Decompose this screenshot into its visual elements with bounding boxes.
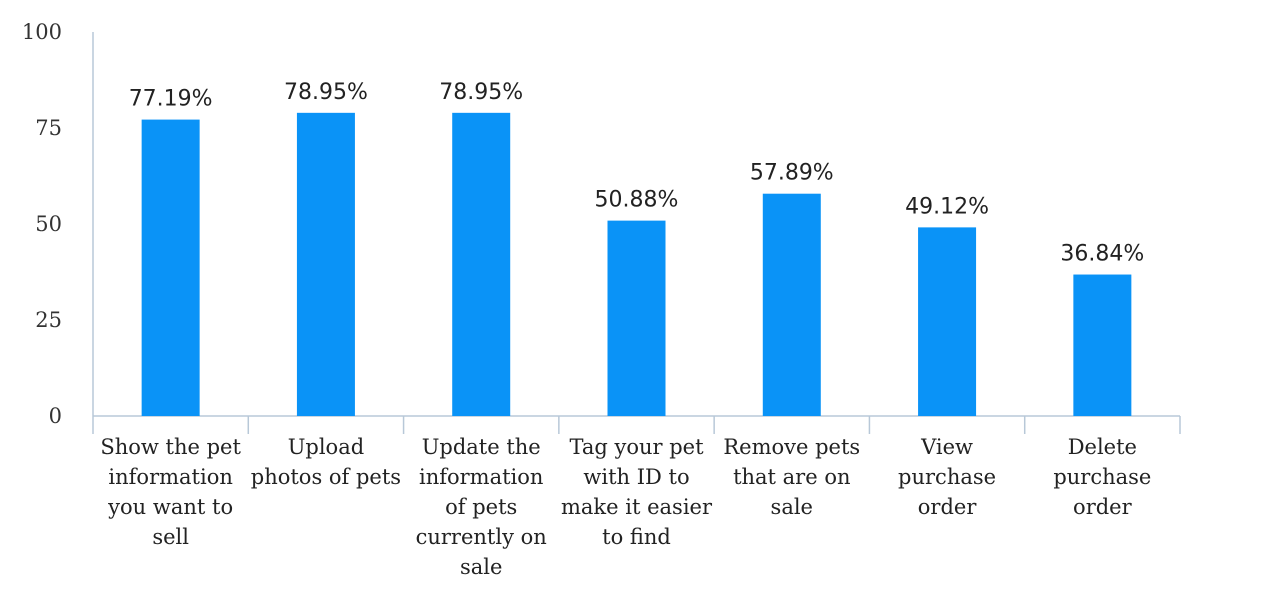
data-label: 78.95%	[439, 80, 523, 105]
category-label-line: Show the pet	[100, 435, 241, 459]
category-labels-group: Show the pet information you want to sell Up…	[100, 435, 1151, 579]
category-label-line: sell	[152, 525, 189, 549]
data-label: 77.19%	[129, 87, 213, 112]
bars-group	[141, 112, 1132, 417]
category-label-line: purchase	[898, 465, 996, 489]
category-label-line: photos of pets	[251, 465, 401, 489]
bar	[762, 193, 821, 416]
category-label-line: Delete	[1068, 435, 1137, 459]
bar	[1073, 274, 1132, 416]
data-label: 49.12%	[905, 194, 989, 219]
bar	[141, 119, 200, 417]
category-label-line: of pets	[445, 495, 517, 519]
y-tick-label: 75	[35, 116, 62, 140]
y-tick-label: 25	[35, 308, 62, 332]
data-label: 57.89%	[750, 161, 834, 186]
category-label: Delete purchase order	[1053, 435, 1151, 519]
y-tick-label: 0	[49, 404, 62, 428]
category-label: Show the pet information you want to sell	[100, 435, 241, 549]
y-tick-label: 50	[35, 212, 62, 236]
category-label: View purchase order	[898, 435, 996, 519]
data-label: 50.88%	[595, 188, 679, 213]
y-axis-ticks: 0 25 50 75 100	[22, 20, 62, 428]
category-label-line: purchase	[1053, 465, 1151, 489]
category-label-line: Update the	[422, 435, 541, 459]
category-label-line: sale	[460, 555, 502, 579]
category-label-line: information	[108, 465, 232, 489]
category-label-line: Remove pets	[723, 435, 860, 459]
category-label-line: information	[419, 465, 543, 489]
category-label-line: with ID to	[583, 465, 689, 489]
category-label-line: that are on	[733, 465, 850, 489]
category-label-line: you want to	[107, 495, 233, 519]
category-label: Remove pets that are on sale	[723, 435, 860, 519]
category-label-line: to find	[602, 525, 671, 549]
category-label-line: make it easier	[561, 495, 713, 519]
bar	[607, 220, 666, 416]
category-label-line: View	[920, 435, 973, 459]
bar	[296, 112, 355, 416]
bar	[452, 112, 511, 416]
category-label: Update the information of pets currently on…	[416, 435, 547, 579]
category-label: Tag your pet with ID to make it easier to f…	[561, 435, 713, 549]
category-label-line: currently on	[416, 525, 547, 549]
y-tick-label: 100	[22, 20, 62, 44]
category-label-line: Upload	[288, 435, 364, 459]
category-label-line: Tag your pet	[569, 435, 704, 459]
bar	[918, 227, 977, 416]
category-label: Upload photos of pets	[251, 435, 401, 489]
category-label-line: order	[1073, 495, 1133, 519]
category-label-line: order	[918, 495, 978, 519]
data-labels-group: 77.19% 78.95% 78.95% 50.88% 57.89% 49.12% 36.8…	[129, 80, 1145, 267]
data-label: 36.84%	[1060, 242, 1144, 267]
x-axis-category-ticks	[92, 416, 1181, 434]
category-label-line: sale	[771, 495, 813, 519]
data-label: 78.95%	[284, 80, 368, 105]
